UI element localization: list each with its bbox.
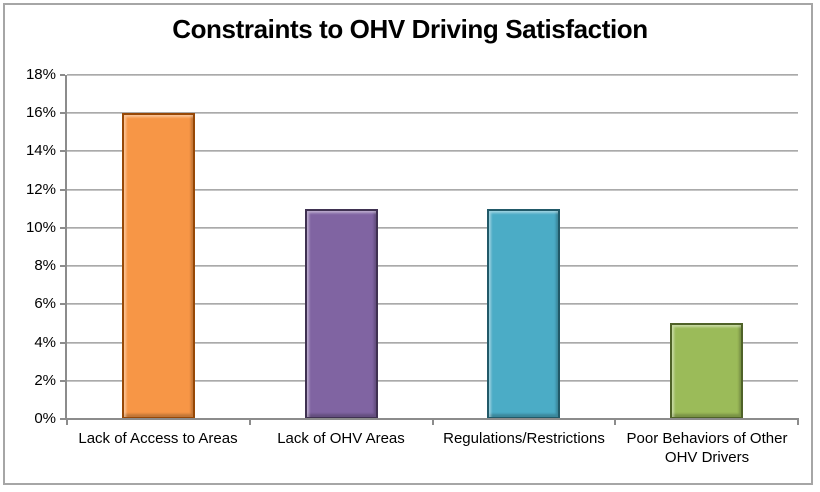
y-tick-mark <box>60 265 65 268</box>
plot-area <box>67 74 798 419</box>
bar-3 <box>487 209 560 419</box>
y-tick-mark <box>60 74 65 76</box>
gridline-18pct <box>67 74 798 76</box>
y-axis-line <box>65 75 67 420</box>
gridline-16pct <box>67 112 798 115</box>
y-tick-mark <box>60 379 65 382</box>
x-tick-mark <box>614 420 616 425</box>
y-tick-label-0pct: 0% <box>34 410 56 427</box>
y-tick-label-14pct: 14% <box>25 142 56 160</box>
chart-frame-border <box>3 3 813 485</box>
y-tick-label-16pct: 16% <box>25 104 56 122</box>
y-tick-label-12pct: 12% <box>25 180 56 198</box>
chart-title: Constraints to OHV Driving Satisfaction <box>172 14 648 44</box>
gridline-10pct <box>67 226 798 229</box>
gridline-14pct <box>67 150 798 153</box>
x-category-label-4: Poor Behaviors of Other OHV Drivers <box>626 430 788 466</box>
y-tick-label-6pct: 6% <box>34 295 56 313</box>
bar-2 <box>305 209 378 419</box>
gridline-6pct <box>67 303 798 306</box>
y-tick-label-8pct: 8% <box>34 257 56 275</box>
gridline-8pct <box>67 265 798 268</box>
y-tick-mark <box>60 150 65 153</box>
gridline-2pct <box>67 379 798 382</box>
y-tick-label-18pct: 18% <box>25 66 56 83</box>
y-tick-label-2pct: 2% <box>34 371 56 389</box>
gridline-4pct <box>67 341 798 344</box>
y-tick-mark <box>60 188 65 191</box>
x-tick-mark <box>797 420 799 425</box>
x-tick-mark <box>249 420 251 425</box>
y-tick-mark <box>60 226 65 229</box>
x-category-label-3: Regulations/Restrictions <box>443 430 605 447</box>
x-tick-mark <box>66 420 68 425</box>
y-tick-mark <box>60 112 65 115</box>
y-tick-mark <box>60 303 65 306</box>
bar-4 <box>670 323 743 419</box>
y-tick-mark <box>60 341 65 344</box>
gridline-12pct <box>67 188 798 191</box>
bar-1 <box>122 113 195 419</box>
x-category-label-1: Lack of Access to Areas <box>78 430 238 447</box>
y-tick-label-10pct: 10% <box>25 218 56 236</box>
x-category-label-2: Lack of OHV Areas <box>277 430 405 447</box>
x-tick-mark <box>432 420 434 425</box>
y-tick-mark <box>60 418 65 420</box>
y-tick-label-4pct: 4% <box>34 333 56 351</box>
x-axis-line <box>65 418 799 420</box>
